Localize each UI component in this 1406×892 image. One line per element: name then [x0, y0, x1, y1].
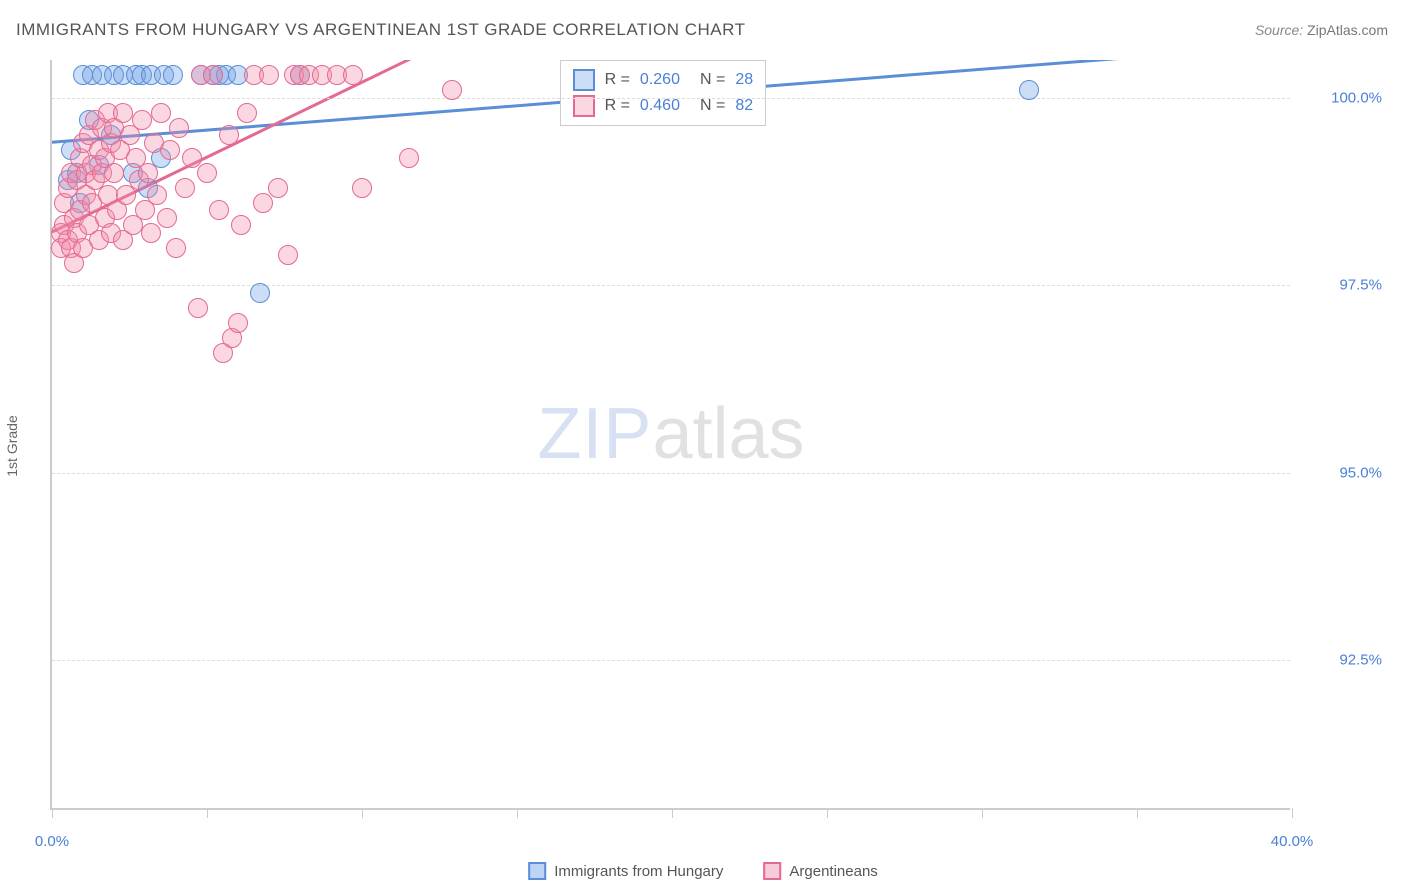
x-tick — [207, 808, 208, 818]
scatter-marker — [343, 65, 363, 85]
scatter-marker — [169, 118, 189, 138]
legend-n-label: N = — [700, 71, 725, 89]
scatter-marker — [160, 140, 180, 160]
scatter-marker — [268, 178, 288, 198]
x-tick — [517, 808, 518, 818]
legend-swatch — [573, 69, 595, 91]
scatter-marker — [147, 185, 167, 205]
gridline-h — [52, 285, 1290, 286]
legend-swatch — [763, 862, 781, 880]
scatter-marker — [250, 283, 270, 303]
scatter-marker — [166, 238, 186, 258]
scatter-marker — [237, 103, 257, 123]
y-tick-label: 95.0% — [1302, 464, 1382, 481]
legend-n-label: N = — [700, 97, 725, 115]
plot-area: ZIPatlas R =0.260N =28R =0.460N =82 92.5… — [50, 60, 1290, 810]
scatter-marker — [352, 178, 372, 198]
source-value: ZipAtlas.com — [1307, 22, 1388, 38]
x-tick — [672, 808, 673, 818]
scatter-marker — [104, 163, 124, 183]
scatter-marker — [278, 245, 298, 265]
scatter-marker — [259, 65, 279, 85]
scatter-marker — [175, 178, 195, 198]
source-attribution: Source: ZipAtlas.com — [1255, 22, 1388, 38]
scatter-marker — [399, 148, 419, 168]
y-tick-label: 97.5% — [1302, 277, 1382, 294]
watermark-atlas: atlas — [652, 394, 804, 474]
scatter-marker — [1019, 80, 1039, 100]
scatter-marker — [163, 65, 183, 85]
scatter-marker — [442, 80, 462, 100]
legend-n-value: 28 — [735, 71, 753, 89]
scatter-marker — [113, 103, 133, 123]
x-tick — [827, 808, 828, 818]
x-tick — [362, 808, 363, 818]
gridline-h — [52, 473, 1290, 474]
scatter-marker — [203, 65, 223, 85]
legend-bottom: Immigrants from Hungary Argentineans — [528, 862, 878, 880]
scatter-marker — [132, 110, 152, 130]
y-axis-title: 1st Grade — [4, 415, 20, 476]
legend-series-label: Argentineans — [789, 863, 877, 880]
y-tick-label: 92.5% — [1302, 652, 1382, 669]
scatter-marker — [209, 200, 229, 220]
legend-n-value: 82 — [735, 97, 753, 115]
legend-bottom-item: Immigrants from Hungary — [528, 862, 723, 880]
watermark-zip: ZIP — [537, 394, 652, 474]
legend-r-label: R = — [605, 97, 630, 115]
gridline-h — [52, 98, 1290, 99]
source-label: Source: — [1255, 22, 1303, 38]
x-tick-label: 0.0% — [35, 833, 69, 850]
x-tick-label: 40.0% — [1271, 833, 1314, 850]
legend-swatch — [528, 862, 546, 880]
scatter-marker — [197, 163, 217, 183]
scatter-marker — [182, 148, 202, 168]
legend-r-label: R = — [605, 71, 630, 89]
scatter-marker — [231, 215, 251, 235]
watermark: ZIPatlas — [537, 393, 804, 475]
legend-r-value: 0.460 — [640, 97, 680, 115]
scatter-marker — [138, 163, 158, 183]
chart-title: IMMIGRANTS FROM HUNGARY VS ARGENTINEAN 1… — [16, 20, 745, 40]
x-tick — [1292, 808, 1293, 818]
legend-r-value: 0.260 — [640, 71, 680, 89]
gridline-h — [52, 660, 1290, 661]
x-tick — [52, 808, 53, 818]
x-tick — [982, 808, 983, 818]
scatter-marker — [253, 193, 273, 213]
scatter-marker — [228, 313, 248, 333]
legend-series-label: Immigrants from Hungary — [554, 863, 723, 880]
trendlines-layer — [52, 60, 1290, 808]
x-tick — [1137, 808, 1138, 818]
scatter-marker — [188, 298, 208, 318]
legend-bottom-item: Argentineans — [763, 862, 877, 880]
legend-inset: R = 0.260 N = 28 R = 0.460 N = 82 — [560, 60, 767, 126]
scatter-marker — [219, 125, 239, 145]
y-tick-label: 100.0% — [1302, 89, 1382, 106]
scatter-marker — [141, 223, 161, 243]
scatter-marker — [151, 103, 171, 123]
legend-inset-row: R = 0.260 N = 28 — [573, 67, 754, 93]
scatter-marker — [157, 208, 177, 228]
